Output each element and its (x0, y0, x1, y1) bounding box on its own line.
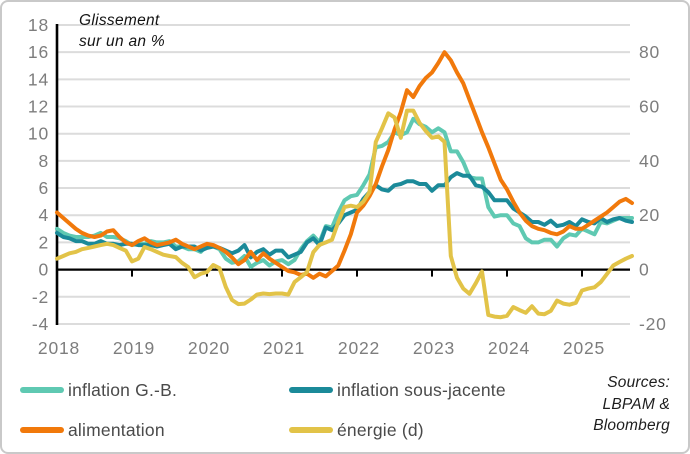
sources-line3: Bloomberg (593, 417, 670, 434)
sources-line2: LBPAM & (602, 395, 670, 413)
legend-label-alimentation: alimentation (68, 419, 165, 440)
y-right-tick-label: 40 (639, 151, 660, 171)
y-right-tick-label: 80 (639, 42, 660, 62)
y-left-tick-label: 16 (28, 42, 49, 62)
series-line-alimentation (55, 50, 634, 280)
y-left-tick-label: 6 (38, 178, 49, 198)
y-left-tick-label: 18 (28, 15, 49, 35)
y-right-tick-label: 20 (639, 205, 660, 225)
legend-label-inflation-gb: inflation G.-B. (68, 379, 178, 400)
y-left-tick-label: 10 (28, 124, 49, 144)
y-left-tick-label: 4 (38, 205, 49, 225)
x-year-label: 2019 (113, 338, 155, 358)
x-year-label: 2020 (188, 338, 230, 358)
chart-title: Glissement sur un an % (79, 10, 165, 52)
x-year-label: 2022 (338, 338, 380, 358)
x-year-label: 2023 (413, 338, 455, 358)
sources-note: Sources: LBPAM & Bloomberg (593, 372, 670, 437)
legend-label-energie: énergie (d) (337, 419, 424, 440)
legend-item-energie: énergie (d) (289, 419, 424, 441)
x-year-label: 2021 (263, 338, 305, 358)
y-right-tick-label: -20 (639, 314, 667, 334)
y-left-tick-label: 0 (38, 260, 49, 280)
y-left-tick-label: 14 (28, 69, 49, 89)
legend-label-inflation-sous-jacente: inflation sous-jacente (337, 379, 506, 400)
y-left-tick-label: 2 (38, 232, 49, 252)
y-left-tick-label: -4 (32, 314, 49, 334)
legend-item-inflation-gb: inflation G.-B. (20, 379, 177, 401)
legend-swatch-alimentation (20, 427, 64, 433)
x-year-label: 2025 (563, 338, 605, 358)
legend-item-inflation-sous-jacente: inflation sous-jacente (289, 379, 506, 401)
legend-swatch-inflation-sous-jacente (289, 387, 333, 393)
x-year-label: 2018 (38, 338, 80, 358)
legend-item-alimentation: alimentation (20, 419, 165, 441)
series-line--nergie-d- (55, 108, 634, 320)
legend-swatch-energie (289, 427, 333, 433)
y-left-tick-label: 12 (28, 97, 49, 117)
y-right-tick-label: 60 (639, 97, 660, 117)
sources-line1: Sources: (607, 374, 670, 391)
series-line-inflation-sous-jacente (55, 171, 634, 260)
x-year-label: 2024 (488, 338, 530, 358)
chart-title-line1: Glissement (79, 12, 160, 29)
legend-swatch-inflation-gb (20, 387, 64, 393)
y-right-tick-label: 0 (639, 260, 650, 280)
y-left-tick-label: -2 (32, 287, 49, 307)
y-left-tick-label: 8 (38, 151, 49, 171)
chart-title-line2: sur un an % (79, 33, 166, 50)
